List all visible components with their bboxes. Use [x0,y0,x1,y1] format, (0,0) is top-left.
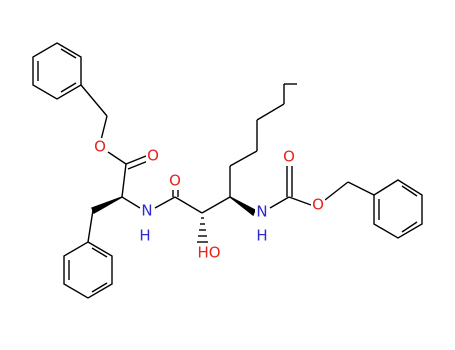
label-background [255,227,269,245]
atom-label: H [139,227,150,245]
atom-label: N [256,203,267,221]
label-background [255,203,269,221]
label-background [138,227,152,245]
atom-label: HO [197,244,220,262]
atom-label: N [141,202,152,220]
bonds [32,42,423,299]
atom-label: O [312,196,324,214]
label-background [93,138,107,156]
atom-label: O [283,148,295,166]
label-background [146,147,160,165]
atom-label: O [169,172,181,190]
label-background [168,172,182,190]
hashed-bond [197,217,208,243]
atom-label: H [256,227,267,245]
label-background [140,202,154,220]
label-background [311,196,325,214]
atom-label: O [147,147,159,165]
label-background [282,148,296,166]
ring [32,42,82,100]
atom-label: O [94,138,106,156]
